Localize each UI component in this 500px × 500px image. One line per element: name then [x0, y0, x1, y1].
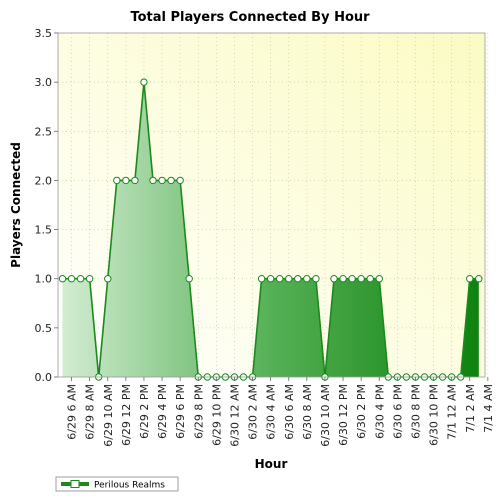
data-point: [158, 176, 166, 185]
data-point: [357, 275, 365, 283]
data-point: [149, 176, 157, 185]
series-area-fill: [62, 82, 479, 378]
data-point: [122, 176, 130, 185]
data-point: [85, 275, 94, 283]
x-tick-label: 6/30 6 AM: [283, 384, 296, 440]
data-point: [375, 275, 383, 283]
x-axis: 6/29 6 AM 6/29 8 AM 6/29 10 AM 6/29 12 PM 6/…: [66, 377, 495, 447]
x-tick-label: 6/30 12 AM: [228, 384, 241, 447]
data-point: [466, 275, 474, 283]
data-point: [366, 275, 374, 283]
y-axis: 0.0 0.5 1.0 1.5 2.0 2.5 3.0 3.5: [35, 27, 58, 384]
y-tick-label: 1.5: [35, 224, 53, 237]
data-point: [475, 275, 483, 283]
data-point: [348, 275, 356, 283]
y-tick-label: 3.5: [35, 27, 53, 40]
x-tick-label: 6/29 6 PM: [174, 384, 187, 439]
data-point: [140, 78, 148, 86]
x-tick-label: 7/1 12 AM: [446, 384, 459, 440]
data-point: [330, 275, 338, 283]
x-tick-label: 6/29 8 PM: [192, 384, 205, 439]
legend: Perilous Realms: [55, 476, 179, 492]
x-tick-label: 6/29 10 PM: [210, 384, 223, 446]
x-axis-label: Hour: [255, 457, 288, 471]
y-tick-label: 0.0: [35, 371, 53, 384]
legend-swatch-marker: [70, 480, 80, 488]
x-tick-label: 6/29 12 PM: [120, 384, 133, 446]
x-tick-label: 6/30 12 PM: [337, 384, 350, 446]
x-tick-label: 6/29 6 AM: [66, 384, 79, 440]
chart-title: Total Players Connected By Hour: [130, 10, 370, 25]
data-point: [312, 275, 320, 283]
x-tick-label: 6/29 4 PM: [156, 384, 169, 439]
x-tick-label: 6/30 6 PM: [391, 384, 404, 439]
x-tick-label: 6/30 8 PM: [409, 384, 422, 439]
x-tick-label: 6/30 10 AM: [319, 384, 332, 447]
y-tick-label: 2.0: [35, 174, 53, 187]
legend-label: Perilous Realms: [94, 481, 165, 491]
y-tick-label: 1.0: [35, 273, 53, 286]
x-tick-label: 6/29 2 PM: [138, 384, 151, 439]
x-tick-label: 6/30 2 PM: [355, 384, 368, 439]
x-tick-label: 6/30 4 PM: [373, 384, 386, 439]
y-tick-label: 3.0: [35, 76, 53, 89]
data-point: [285, 275, 293, 283]
y-tick-label: 0.5: [35, 322, 53, 335]
x-tick-label: 6/30 10 PM: [428, 384, 441, 446]
x-tick-label: 7/1 2 AM: [464, 384, 477, 433]
data-point: [76, 275, 85, 283]
data-point: [104, 275, 112, 283]
data-point: [167, 176, 175, 185]
data-point: [185, 275, 193, 283]
y-axis-label: Players Connected: [9, 142, 23, 268]
data-point: [339, 275, 347, 283]
x-tick-label: 6/30 4 AM: [265, 384, 278, 440]
x-tick-label: 7/1 4 AM: [482, 384, 495, 433]
data-point: [58, 275, 67, 283]
x-tick-label: 6/29 10 AM: [102, 384, 115, 447]
data-point: [303, 275, 311, 283]
y-tick-label: 2.5: [35, 125, 53, 138]
data-point: [113, 176, 121, 185]
data-point: [294, 275, 302, 283]
data-point: [266, 275, 275, 283]
data-point: [276, 275, 284, 283]
data-point: [131, 176, 139, 185]
x-tick-label: 6/30 8 AM: [301, 384, 314, 440]
data-point: [67, 275, 76, 283]
x-tick-label: 6/30 2 AM: [247, 384, 260, 440]
legend-box: [55, 476, 179, 492]
data-point: [176, 176, 184, 185]
x-tick-label: 6/29 8 AM: [84, 384, 97, 440]
plot-border: [57, 32, 486, 378]
data-point: [257, 275, 266, 283]
